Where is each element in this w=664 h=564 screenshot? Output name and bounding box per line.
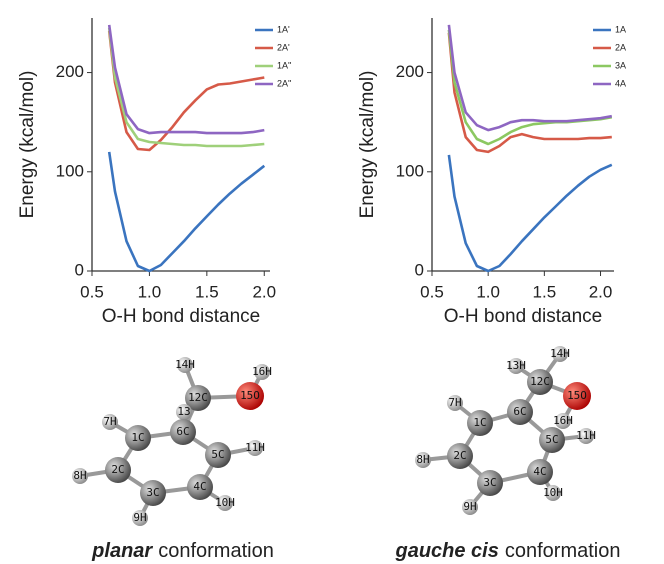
atom-label: 11H xyxy=(245,441,265,454)
atom-label: 1C xyxy=(473,416,486,429)
series-line xyxy=(449,30,612,144)
y-axis-label: Energy (kcal/mol) xyxy=(357,71,378,219)
series-line xyxy=(109,28,264,146)
x-axis-label: O-H bond distance xyxy=(102,306,260,327)
legend-label: 4A xyxy=(615,78,626,88)
atom-label: 8H xyxy=(73,469,86,482)
caption: gauche cis conformation xyxy=(394,540,620,562)
y-tick-label: 0 xyxy=(415,260,424,279)
legend-label: 1A xyxy=(615,24,626,34)
atom-label: 14H xyxy=(550,347,570,360)
legend-label: 2A xyxy=(615,42,626,52)
x-tick-label: 1.5 xyxy=(533,282,557,301)
atom-label: 4C xyxy=(193,480,206,493)
atom-label: 10H xyxy=(215,496,235,509)
y-axis-label: Energy (kcal/mol) xyxy=(17,71,38,219)
caption-text: conformation xyxy=(158,540,274,562)
atom-label: 3C xyxy=(483,476,496,489)
atom-label: 16H xyxy=(553,414,573,427)
atom-label: 15O xyxy=(567,389,587,402)
atom-label: 5C xyxy=(545,433,558,446)
series-line xyxy=(449,155,612,271)
atom-label: 7H xyxy=(103,415,116,428)
atom-label: 14H xyxy=(175,358,195,371)
x-tick-label: 1.0 xyxy=(138,282,162,301)
atom-label: 3C xyxy=(146,486,159,499)
atom-label: 10H xyxy=(543,486,563,499)
x-tick-label: 1.5 xyxy=(195,282,219,301)
caption-emphasis: planar xyxy=(91,540,153,562)
atom-label: 4C xyxy=(533,465,546,478)
series-line xyxy=(109,152,264,271)
atom-label: 8H xyxy=(416,453,429,466)
legend-label: 1A'' xyxy=(277,60,292,70)
atom-label: 9H xyxy=(463,500,476,513)
x-tick-label: 0.5 xyxy=(420,282,444,301)
atom-label: 11H xyxy=(576,429,596,442)
atom-label: 15O xyxy=(240,389,260,402)
y-tick-label: 200 xyxy=(396,62,424,81)
atom-label: 5C xyxy=(211,448,224,461)
legend-label: 3A xyxy=(615,60,626,70)
series-line xyxy=(109,25,264,133)
figure: 0 100 200 0.5 1.0 1.5 2.0 O-H bond distance Ener… xyxy=(0,0,664,564)
x-tick-label: 0.5 xyxy=(80,282,104,301)
atom-label: 12C xyxy=(530,375,550,388)
legend-label: 2A' xyxy=(277,42,290,52)
y-tick-label: 200 xyxy=(56,62,84,81)
y-tick-label: 0 xyxy=(75,260,84,279)
y-tick-label: 100 xyxy=(56,161,84,180)
atom-label: 1C xyxy=(131,431,144,444)
atom-label: 12C xyxy=(188,391,208,404)
y-tick-label: 100 xyxy=(396,161,424,180)
x-tick-label: 2.0 xyxy=(589,282,613,301)
x-axis-label: O-H bond distance xyxy=(444,306,602,327)
series-line xyxy=(449,25,612,130)
atom-label: 2C xyxy=(111,463,124,476)
atom-label: 6C xyxy=(513,405,526,418)
atom-label: 9H xyxy=(133,511,146,524)
atom-label: 2C xyxy=(453,449,466,462)
atom-label: 6C xyxy=(176,425,189,438)
atom-label: 13 xyxy=(177,405,190,418)
x-tick-label: 2.0 xyxy=(252,282,276,301)
atom-label: 16H xyxy=(252,365,272,378)
atom-label: 13H xyxy=(506,359,526,372)
caption-text: conformation xyxy=(505,540,621,562)
legend-label: 1A' xyxy=(277,24,290,34)
atom-label: 7H xyxy=(448,396,461,409)
legend-label: 2A'' xyxy=(277,78,292,88)
x-tick-label: 1.0 xyxy=(476,282,500,301)
caption-emphasis: gauche cis xyxy=(394,540,498,562)
